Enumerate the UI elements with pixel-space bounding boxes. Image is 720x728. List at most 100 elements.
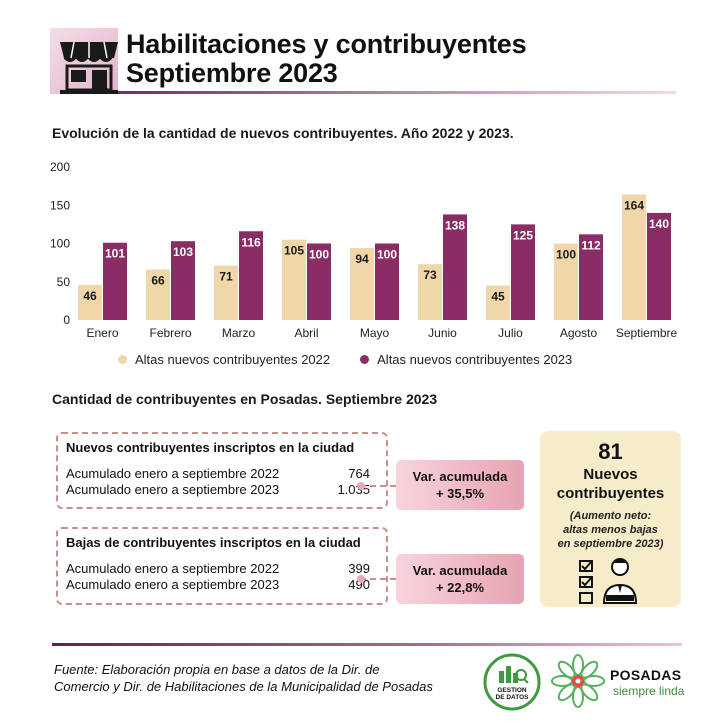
bar [579,234,603,320]
source-line1: Fuente: Elaboración propia en base a dat… [54,662,380,677]
x-tick-label: Marzo [222,326,256,340]
x-tick-label: Enero [86,326,118,340]
bar [418,264,442,320]
row-value: 399 [348,561,370,576]
data-label: 103 [173,245,193,259]
bajas-row-2023: Acumulado enero a septiembre 2023 490 [66,577,378,593]
row-value: 764 [348,466,370,481]
legend-label-2023: Altas nuevos contribuyentes 2023 [377,352,573,367]
bar [647,212,671,320]
bar [554,243,578,320]
data-label: 138 [445,218,465,232]
data-label: 105 [284,244,304,258]
data-label: 66 [151,274,165,288]
bajas-box: Bajas de contribuyentes inscriptos en la… [56,527,388,605]
net-note3: en septiembre 2023) [557,538,664,550]
nuevos-row-2023: Acumulado enero a septiembre 2023 1.035 [66,482,378,498]
data-label: 71 [219,270,233,284]
posadas-tagline: siempre linda [613,684,685,698]
page-title: Habilitaciones y contribuyentes Septiemb… [126,29,527,88]
data-label: 112 [581,238,601,252]
nuevos-connector [357,482,396,490]
gestion-de-datos-logo: GESTION DE DATOS [483,653,541,711]
chart-legend: Altas nuevos contribuyentes 2022 Altas n… [118,352,572,367]
bar [486,285,510,320]
row-label: Acumulado enero a septiembre 2023 [66,577,280,592]
legend-item-2022: Altas nuevos contribuyentes 2022 [118,352,330,367]
legend-label-2022: Altas nuevos contribuyentes 2022 [135,352,331,367]
x-tick-label: Septiembre [616,326,678,340]
data-label: 94 [355,252,369,266]
x-tick-label: Julio [498,326,523,340]
bar [146,269,170,320]
bar [282,239,306,320]
var-label: Var. acumulada [412,563,508,578]
data-label: 100 [309,248,329,262]
storefront-icon [60,41,118,94]
legend-item-2023: Altas nuevos contribuyentes 2023 [360,352,572,367]
var-value: + 35,5% [435,486,485,501]
chart-title: Evolución de la cantidad de nuevos contr… [52,125,514,141]
x-tick-label: Abril [294,326,318,340]
posadas-brand-name: POSADAS [610,667,682,683]
bar [350,248,374,320]
y-tick-label: 100 [50,237,70,251]
bajas-box-title: Bajas de contribuyentes inscriptos en la… [66,535,361,550]
data-label: 100 [556,248,576,262]
footer-rule [52,643,682,646]
nuevos-box: Nuevos contribuyentes inscriptos en la c… [56,432,388,509]
posadas-flower-logo [551,654,605,708]
source-line2: Comercio y Dir. de Habilitaciones de la … [54,679,433,694]
data-label: 116 [241,235,261,249]
checklist-person-icon [578,558,637,604]
x-tick-label: Febrero [149,326,191,340]
x-tick-label: Mayo [360,326,390,340]
section2-title: Cantidad de contribuyentes en Posadas. S… [52,391,438,407]
bar [239,231,263,320]
bajas-row-2022: Acumulado enero a septiembre 2022 399 [66,561,378,577]
data-label: 164 [624,199,644,213]
bar [375,243,399,320]
net-line2: contribuyentes [556,485,665,502]
header-rule [118,91,676,94]
net-contributors-card: 81 Nuevos contribuyentes (Aumento neto: … [540,431,681,607]
var-value: + 22,8% [435,580,485,595]
bajas-var-box: Var. acumulada + 22,8% [396,554,524,604]
bar [214,265,238,320]
nuevos-var-box: Var. acumulada + 35,5% [396,460,524,510]
row-label: Acumulado enero a septiembre 2023 [66,482,280,497]
y-tick-label: 150 [50,198,70,212]
data-label: 140 [649,217,669,231]
bar [171,241,195,320]
gestion-logo-line2: DE DATOS [496,694,530,701]
net-note1: (Aumento neto: [569,510,652,522]
nuevos-box-title: Nuevos contribuyentes inscriptos en la c… [66,440,355,455]
bar [307,243,331,320]
page-title-line1: Habilitaciones y contribuyentes [126,29,527,59]
data-label: 45 [491,290,505,304]
data-label: 125 [513,228,533,242]
x-tick-label: Junio [428,326,457,340]
nuevos-row-2022: Acumulado enero a septiembre 2022 764 [66,466,378,482]
bar-chart: 0 50 100 150 200 46 101 Enero 66 103 Febrero 71 116 M… [50,160,678,340]
bar [511,224,535,320]
bar [103,242,127,320]
page-title-line2: Septiembre 2023 [126,58,338,88]
net-note: (Aumento neto: altas menos bajas en sept… [540,509,681,551]
gestion-logo-line1: GESTION [497,687,527,694]
legend-swatch-2022 [118,355,127,364]
y-tick-label: 0 [63,313,70,327]
net-number: 81 [598,439,623,464]
source-note: Fuente: Elaboración propia en base a dat… [54,661,474,695]
y-tick-label: 50 [57,275,71,289]
bar [443,214,467,320]
row-label: Acumulado enero a septiembre 2022 [66,466,280,481]
net-note2: altas menos bajas [563,524,658,536]
row-label: Acumulado enero a septiembre 2022 [66,561,280,576]
data-label: 100 [377,248,397,262]
bajas-connector [357,575,396,583]
data-label: 101 [105,247,125,261]
data-label: 46 [83,289,97,303]
var-label: Var. acumulada [412,469,508,484]
bar [78,284,102,320]
